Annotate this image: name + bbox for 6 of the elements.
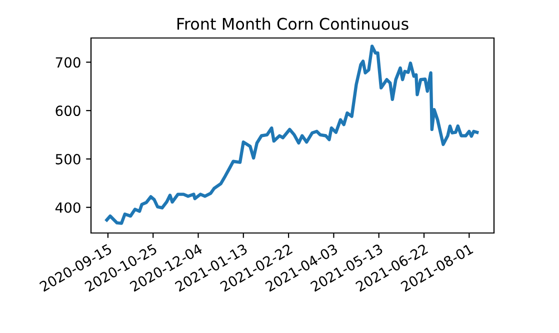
y-tick-label: 500: [56, 154, 80, 164]
y-tick-label: 700: [56, 57, 80, 68]
y-tick-label: 400: [55, 202, 80, 213]
y-tick-label: 600: [56, 106, 80, 116]
chart-title: Front Month Corn Continuous: [177, 18, 408, 30]
line-series: [105, 44, 479, 225]
